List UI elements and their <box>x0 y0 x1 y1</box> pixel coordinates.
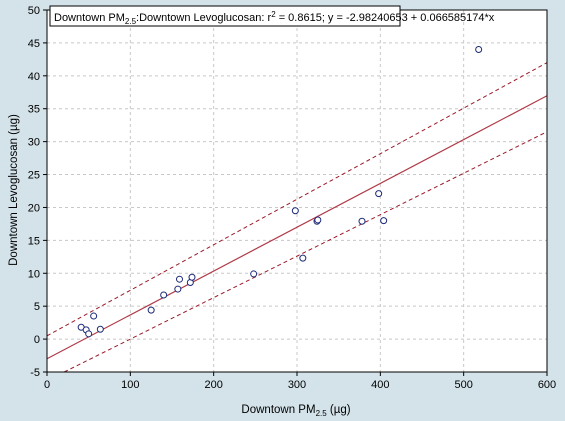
data-point <box>291 207 299 215</box>
x-tick-label: 200 <box>204 379 222 391</box>
grid-lines <box>47 10 547 372</box>
x-tick-label: 0 <box>44 379 50 391</box>
data-point <box>314 216 322 224</box>
data-point <box>375 190 383 198</box>
y-tick-label: -5 <box>30 367 40 379</box>
x-tick-label: 600 <box>538 379 556 391</box>
x-axis-title-unit: (µg) <box>327 404 351 416</box>
data-point <box>174 285 182 293</box>
y-tick-label: 10 <box>28 268 40 280</box>
confidence-band-upper <box>46 62 548 337</box>
x-tick-label: 500 <box>454 379 472 391</box>
data-point <box>299 254 307 262</box>
data-point <box>96 325 104 333</box>
data-point <box>90 312 98 320</box>
legend-part-b-sup: 2 <box>271 10 276 19</box>
x-axis-title: Downtown PM2.5 (µg) <box>241 404 350 418</box>
legend-part-a-sub: 2.5 <box>125 17 137 26</box>
regression-line <box>46 95 548 360</box>
data-point <box>188 273 196 281</box>
y-tick-label: 0 <box>34 334 40 346</box>
legend-box: Downtown PM2.5:Downtown Levoglucosan: r2… <box>49 5 495 27</box>
y-tick-label: 20 <box>28 202 40 214</box>
y-axis-title: Downtown Levoglucosan (µg) <box>8 114 20 266</box>
data-point <box>380 217 388 225</box>
legend-text: Downtown PM2.5:Downtown Levoglucosan: r2… <box>54 10 495 26</box>
x-tick-label: 100 <box>121 379 139 391</box>
x-axis-title-main: Downtown PM <box>241 404 315 416</box>
data-point <box>176 275 183 283</box>
legend-part-b: :Downtown Levoglucosan: r <box>136 12 271 24</box>
x-tick-label: 300 <box>288 379 306 391</box>
y-tick-label: 40 <box>28 71 40 83</box>
confidence-band <box>46 62 548 373</box>
y-tick-label: 25 <box>28 170 40 182</box>
legend-part-a: Downtown PM <box>54 12 125 24</box>
y-tick-label: 15 <box>28 235 40 247</box>
data-point <box>250 270 258 278</box>
confidence-band-lower <box>63 131 548 373</box>
y-tick-label: 30 <box>28 137 40 149</box>
y-tick-label: 5 <box>34 301 40 313</box>
data-points <box>77 45 483 338</box>
x-tick-label: 400 <box>371 379 389 391</box>
y-tick-label: 50 <box>28 5 40 17</box>
x-axis-ticks: 0 100 200 300 400 500 600 <box>44 372 556 391</box>
y-tick-label: 45 <box>28 38 40 50</box>
data-point <box>85 330 93 338</box>
x-axis-title-sub: 2.5 <box>316 409 328 418</box>
y-axis-ticks: -5 0 5 10 15 20 25 30 35 40 45 50 <box>28 5 47 379</box>
data-point <box>475 45 483 53</box>
data-point <box>147 306 155 314</box>
data-point <box>358 217 366 225</box>
data-point <box>160 291 168 299</box>
legend-part-c: = 0.8615; y = -2.98240653 + 0.066585174*… <box>276 12 495 24</box>
y-tick-label: 35 <box>28 104 40 116</box>
